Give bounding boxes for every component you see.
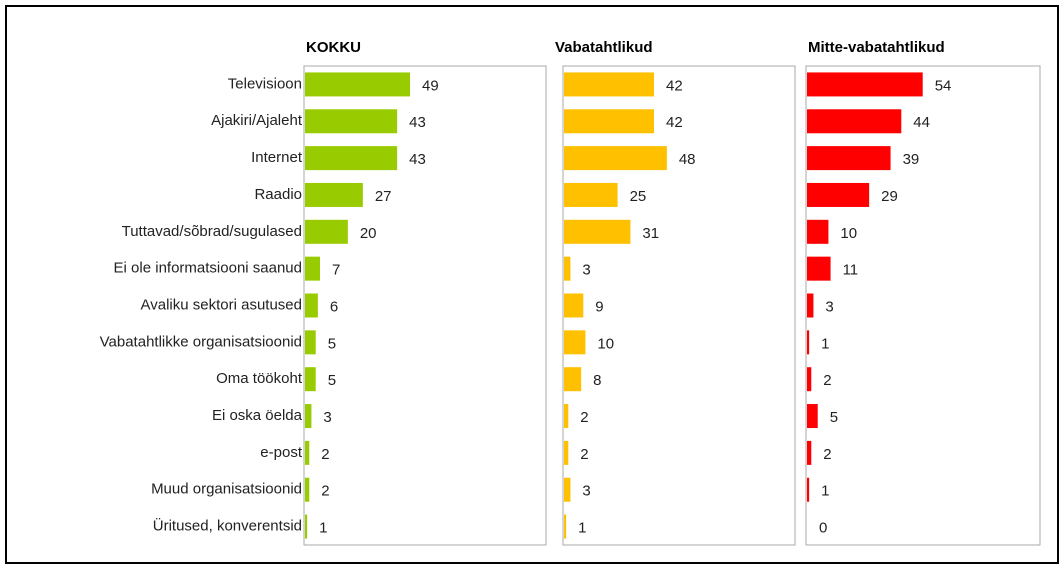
- panel-frame: [805, 65, 1041, 546]
- value-label: 48: [679, 151, 696, 168]
- bar: [564, 182, 618, 207]
- value-label: 1: [821, 335, 829, 352]
- bar: [564, 330, 586, 355]
- bar: [807, 330, 810, 355]
- value-label: 2: [823, 446, 831, 463]
- bar: [305, 330, 316, 355]
- value-label: 3: [582, 262, 590, 279]
- value-label: 2: [321, 483, 329, 500]
- bar: [564, 109, 654, 134]
- value-label: 5: [830, 409, 838, 426]
- panel-frame: [303, 65, 547, 546]
- value-label: 43: [409, 114, 426, 131]
- bar: [564, 219, 631, 244]
- value-label: 42: [666, 77, 683, 94]
- bar: [305, 256, 320, 281]
- value-label: 5: [328, 335, 336, 352]
- value-label: 25: [630, 188, 647, 205]
- bar: [807, 182, 870, 207]
- bar: [807, 72, 923, 97]
- value-label: 1: [821, 483, 829, 500]
- category-label: Muud organisatsioonid: [151, 481, 302, 498]
- bar: [305, 72, 410, 97]
- bar: [564, 440, 569, 465]
- bar: [305, 146, 398, 171]
- category-label: e-post: [260, 444, 303, 461]
- bar: [807, 367, 812, 392]
- value-label: 8: [593, 372, 601, 389]
- bar: [564, 146, 667, 171]
- bar: [807, 109, 902, 134]
- bar: [305, 109, 398, 134]
- category-label: Oma töökoht: [216, 370, 303, 387]
- category-label: Raadio: [254, 186, 302, 203]
- category-label: Üritused, konverentsid: [153, 517, 302, 535]
- bar: [305, 293, 318, 318]
- value-label: 54: [935, 77, 952, 94]
- value-label: 31: [642, 225, 659, 242]
- bar: [807, 477, 810, 502]
- category-label: Avaliku sektori asutused: [141, 296, 302, 313]
- bar: [564, 477, 571, 502]
- bar: [305, 219, 348, 244]
- bar: [305, 367, 316, 392]
- value-label: 20: [360, 225, 377, 242]
- category-label: Vabatahtlikke organisatsioonid: [100, 333, 302, 350]
- bar: [807, 404, 818, 429]
- value-label: 9: [595, 298, 603, 315]
- panel-title: Mitte-vabatahtlikud: [808, 39, 945, 56]
- value-label: 1: [578, 520, 586, 537]
- value-label: 43: [409, 151, 426, 168]
- category-label: Televisioon: [228, 75, 302, 92]
- category-label: Internet: [251, 149, 303, 166]
- bar: [807, 440, 812, 465]
- value-label: 42: [666, 114, 683, 131]
- bar: [807, 293, 814, 318]
- bar: [807, 219, 829, 244]
- value-label: 3: [582, 483, 590, 500]
- value-label: 6: [330, 298, 338, 315]
- value-label: 29: [881, 188, 898, 205]
- bar: [564, 72, 654, 97]
- value-label: 10: [840, 225, 857, 242]
- bar: [564, 256, 571, 281]
- bar: [305, 182, 363, 207]
- bar: [564, 367, 582, 392]
- bar: [305, 514, 308, 539]
- panel-title: Vabatahtlikud: [555, 39, 653, 56]
- category-label: Tuttavad/sõbrad/sugulased: [122, 223, 302, 240]
- value-label: 2: [580, 446, 588, 463]
- value-label: 11: [843, 262, 859, 279]
- panel-title: KOKKU: [306, 39, 361, 56]
- value-label: 49: [422, 77, 439, 94]
- bar: [305, 477, 310, 502]
- category-label: Ajakiri/Ajaleht: [211, 112, 303, 129]
- value-label: 3: [323, 409, 331, 426]
- bar: [564, 293, 584, 318]
- value-label: 2: [321, 446, 329, 463]
- value-label: 5: [328, 372, 336, 389]
- value-label: 1: [319, 520, 327, 537]
- value-label: 10: [597, 335, 614, 352]
- bar: [564, 514, 567, 539]
- value-label: 0: [819, 520, 827, 537]
- value-label: 3: [825, 298, 833, 315]
- value-label: 39: [903, 151, 920, 168]
- bar: [807, 256, 831, 281]
- value-label: 27: [375, 188, 392, 205]
- value-label: 2: [823, 372, 831, 389]
- outer-frame: [5, 5, 1059, 564]
- category-label: Ei oska öelda: [212, 407, 303, 424]
- bar: [564, 404, 569, 429]
- value-label: 2: [580, 409, 588, 426]
- category-label: Ei ole informatsiooni saanud: [114, 260, 302, 277]
- bar: [807, 146, 891, 171]
- bar: [305, 440, 310, 465]
- value-label: 7: [332, 262, 340, 279]
- panel-frame: [562, 65, 796, 546]
- value-label: 44: [913, 114, 930, 131]
- bar: [305, 404, 312, 429]
